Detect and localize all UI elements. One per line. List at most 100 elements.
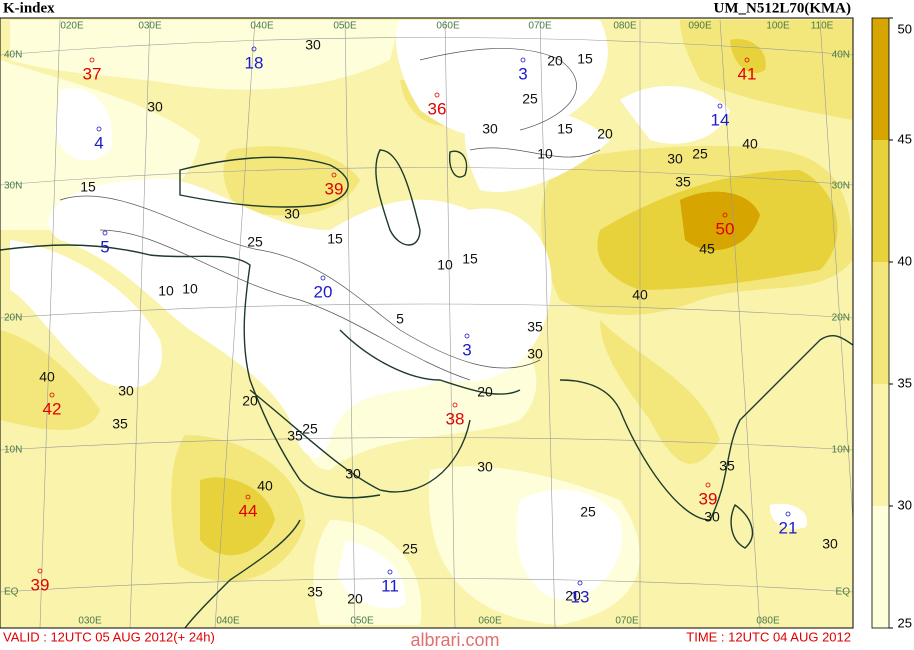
low-value: 14 xyxy=(711,110,730,129)
high-value: 39 xyxy=(325,179,344,198)
low-area xyxy=(10,240,162,388)
contour-label: 35 xyxy=(527,319,543,335)
contour-label: 30 xyxy=(667,151,683,167)
longitude-label: 050E xyxy=(350,616,374,627)
contour-label: 25 xyxy=(692,146,708,162)
watermark: albrari.com xyxy=(410,630,499,650)
contour-label: 20 xyxy=(565,588,581,604)
high-value: 38 xyxy=(446,409,465,428)
contour-label: 40 xyxy=(39,369,55,385)
low-marker xyxy=(96,126,102,132)
coastline-arabia xyxy=(249,389,471,493)
longitude-label: 110E xyxy=(811,21,834,32)
longitude-label: 080E xyxy=(756,616,780,627)
low-area xyxy=(396,20,608,139)
shaded-area xyxy=(10,20,400,90)
low-value: 4 xyxy=(94,133,103,152)
coastline-aral xyxy=(449,150,468,178)
low-value: 3 xyxy=(462,340,471,359)
longitude-label: 090E xyxy=(688,21,712,32)
shaded-area xyxy=(730,39,766,74)
high-marker xyxy=(245,494,251,500)
longitude-label: 050E xyxy=(333,21,357,32)
high-value: 39 xyxy=(31,575,50,594)
low-marker xyxy=(717,103,723,109)
high-value: 37 xyxy=(83,64,102,83)
contour-label: 35 xyxy=(675,174,691,190)
colorbar-label: 30 xyxy=(898,497,912,512)
low-marker xyxy=(577,580,583,586)
low-marker xyxy=(102,230,108,236)
low-area xyxy=(769,503,808,530)
coastline-gulf xyxy=(339,329,521,395)
low-marker xyxy=(320,275,326,281)
shaded-area xyxy=(680,20,853,120)
labels: 020E 030E 040E 050E 060E 070E 080E 090E 100E 110E… xyxy=(4,21,850,627)
contour-label: 35 xyxy=(112,416,128,432)
contour-label: 15 xyxy=(577,51,593,67)
contour-label: 30 xyxy=(482,121,498,137)
contour-label: 40 xyxy=(257,478,273,494)
high-value: 44 xyxy=(239,501,258,520)
map-frame xyxy=(0,17,854,629)
contour-label: 10 xyxy=(182,281,198,297)
contour-label: 35 xyxy=(307,584,323,600)
colorbar-label: 45 xyxy=(898,131,912,146)
high-marker xyxy=(37,568,43,574)
colorbar-band xyxy=(872,140,889,262)
low-area xyxy=(48,178,552,458)
contour-label: 30 xyxy=(704,509,720,525)
contour-label: 30 xyxy=(822,536,838,552)
coastline-caspian xyxy=(375,149,421,246)
contour-label: 10 xyxy=(158,283,174,299)
shaded-area xyxy=(0,330,100,430)
contour-label: 25 xyxy=(402,541,418,557)
contour-label: 30 xyxy=(305,37,321,53)
latitude-label: 10N xyxy=(832,445,850,456)
low-value: 18 xyxy=(245,53,264,72)
valid-time: VALID : 12UTC 05 AUG 2012(+ 24h) xyxy=(3,629,215,644)
contour-label: 30 xyxy=(345,466,361,482)
contour-label: 25 xyxy=(522,91,538,107)
colorbar-band xyxy=(872,262,889,384)
latitude-label: 30N xyxy=(832,181,850,192)
contour-label: 40 xyxy=(742,136,758,152)
shaded-area xyxy=(200,477,275,556)
contour-label: 30 xyxy=(118,383,134,399)
low-value: 5 xyxy=(100,237,109,256)
colorbar-label: 25 xyxy=(898,615,912,630)
model-name: UM_N512L70(KMA) xyxy=(714,0,851,16)
high-marker xyxy=(49,392,55,398)
latitude-label: 10N xyxy=(4,445,22,456)
low-marker xyxy=(785,511,791,517)
low-area xyxy=(620,86,730,144)
low-value: 20 xyxy=(314,282,333,301)
longitude-label: 030E xyxy=(138,21,162,32)
contour-label: 20 xyxy=(242,393,258,409)
coastline-africa xyxy=(184,519,301,629)
contour-label: 20 xyxy=(597,126,613,142)
contour-label: 15 xyxy=(557,121,573,137)
shaded-area xyxy=(680,191,760,251)
low-marker xyxy=(520,57,526,63)
contour-label: 25 xyxy=(247,234,263,250)
high-marker xyxy=(434,92,440,98)
longitude-label: 040E xyxy=(216,616,240,627)
longitude-label: 060E xyxy=(436,21,460,32)
high-value: 41 xyxy=(738,64,757,83)
contour-label: 40 xyxy=(632,287,648,303)
latitude-label: 40N xyxy=(832,50,850,61)
longitude-label: 070E xyxy=(615,616,639,627)
high-value: 50 xyxy=(716,219,735,238)
contour-label: 30 xyxy=(147,99,163,115)
contour-label: 30 xyxy=(477,459,493,475)
high-marker xyxy=(705,482,711,488)
parallels xyxy=(0,37,854,593)
latitude-label: 30N xyxy=(4,181,22,192)
coastline-sri-lanka xyxy=(730,503,754,549)
high-value: 39 xyxy=(699,489,718,508)
contour-label: 35 xyxy=(719,458,735,474)
contour-label: 20 xyxy=(347,591,363,607)
colorbar: 50 45 40 35 30 25 xyxy=(871,17,912,630)
